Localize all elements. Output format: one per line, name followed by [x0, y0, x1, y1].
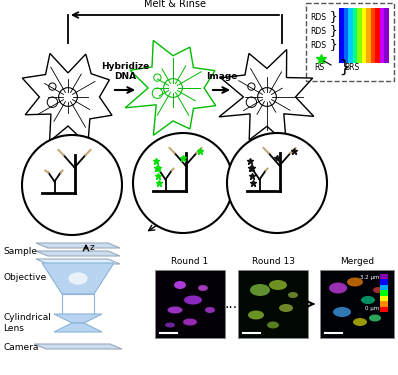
- Ellipse shape: [198, 285, 208, 291]
- Text: }: }: [330, 39, 338, 51]
- Text: Image: Image: [206, 72, 238, 81]
- Polygon shape: [34, 344, 122, 349]
- Text: Round 13: Round 13: [252, 257, 295, 266]
- Bar: [62, 294, 94, 314]
- Text: BRS: BRS: [344, 63, 359, 72]
- Polygon shape: [36, 243, 120, 248]
- Ellipse shape: [174, 281, 186, 289]
- Bar: [339, 8, 343, 63]
- Ellipse shape: [333, 307, 351, 317]
- Text: Adjust
Focus: Adjust Focus: [170, 194, 194, 213]
- Text: }: }: [330, 24, 338, 38]
- Text: Cylindrical
Lens: Cylindrical Lens: [3, 313, 51, 333]
- Ellipse shape: [373, 287, 383, 293]
- Ellipse shape: [184, 296, 202, 304]
- Circle shape: [133, 133, 233, 233]
- Ellipse shape: [329, 282, 347, 294]
- Bar: [366, 8, 371, 63]
- Text: }: }: [330, 10, 338, 24]
- Text: 0 μm: 0 μm: [365, 306, 379, 311]
- Bar: [343, 8, 348, 63]
- Ellipse shape: [165, 322, 175, 327]
- Ellipse shape: [250, 284, 270, 296]
- Ellipse shape: [279, 304, 293, 312]
- Bar: [380, 274, 388, 280]
- Bar: [155, 270, 225, 338]
- Bar: [380, 8, 384, 63]
- Text: ...: ...: [225, 297, 238, 311]
- Ellipse shape: [183, 318, 197, 326]
- Ellipse shape: [288, 292, 298, 298]
- Ellipse shape: [369, 315, 381, 321]
- Text: RS: RS: [314, 63, 324, 72]
- Bar: [348, 8, 353, 63]
- Bar: [380, 307, 388, 312]
- Polygon shape: [54, 314, 102, 323]
- Bar: [320, 270, 394, 338]
- Text: }: }: [339, 59, 349, 77]
- Ellipse shape: [248, 310, 264, 320]
- Bar: [380, 285, 388, 291]
- Text: Objective: Objective: [3, 273, 46, 282]
- Polygon shape: [36, 251, 120, 256]
- Polygon shape: [36, 259, 120, 264]
- Ellipse shape: [267, 321, 279, 328]
- Ellipse shape: [205, 307, 215, 313]
- Bar: [380, 290, 388, 296]
- Bar: [371, 8, 375, 63]
- Text: Hybridize
DNA: Hybridize DNA: [101, 62, 149, 81]
- Polygon shape: [54, 323, 102, 332]
- Text: RDS: RDS: [310, 40, 326, 50]
- Ellipse shape: [353, 318, 367, 326]
- Text: Melt & Rinse: Melt & Rinse: [144, 0, 206, 9]
- Text: RDS: RDS: [310, 27, 326, 36]
- Text: 3.2 μm: 3.2 μm: [359, 275, 379, 280]
- Polygon shape: [42, 263, 114, 294]
- Ellipse shape: [68, 272, 88, 285]
- Text: z: z: [90, 243, 95, 252]
- Bar: [361, 8, 366, 63]
- Bar: [306, 3, 394, 81]
- Bar: [380, 279, 388, 285]
- Circle shape: [22, 135, 122, 235]
- Bar: [357, 8, 361, 63]
- Ellipse shape: [361, 296, 375, 304]
- Text: Round 1: Round 1: [172, 257, 209, 266]
- Text: Camera: Camera: [3, 342, 38, 351]
- Ellipse shape: [347, 278, 363, 286]
- Bar: [375, 8, 380, 63]
- Bar: [238, 270, 308, 338]
- Circle shape: [227, 133, 327, 233]
- Bar: [380, 296, 388, 302]
- Bar: [384, 8, 388, 63]
- Bar: [380, 301, 388, 307]
- Ellipse shape: [269, 280, 287, 290]
- Text: Merged: Merged: [340, 257, 374, 266]
- Text: Sample: Sample: [3, 248, 37, 256]
- Text: RDS: RDS: [310, 12, 326, 21]
- Bar: [353, 8, 357, 63]
- Ellipse shape: [168, 306, 183, 314]
